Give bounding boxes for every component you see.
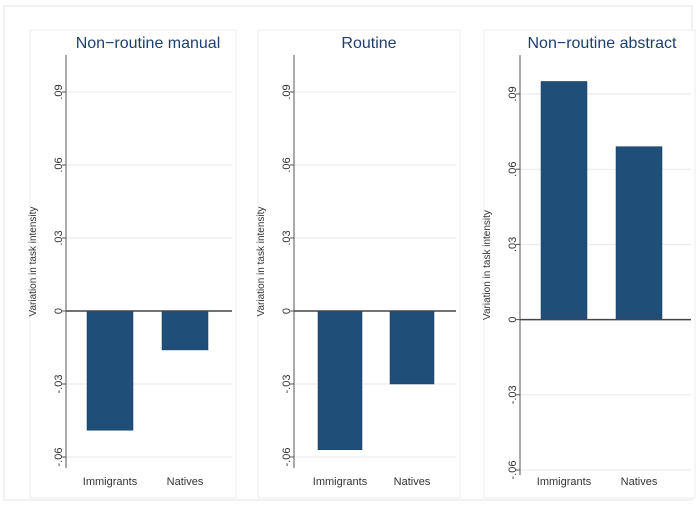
panel-2-y-axis-title: Variation in task intensity (256, 207, 267, 317)
panel-1-y-tick-label: .06 (53, 157, 65, 172)
panel-1-category-label: Natives (167, 476, 204, 488)
panel-1-category-label: Immigrants (83, 476, 138, 488)
panel-3-y-tick-label: .09 (507, 86, 519, 101)
panel-2-bar-immigrants (317, 310, 363, 450)
panel-2-category-label: Natives (394, 476, 431, 488)
panel-2-y-tick-label: .09 (281, 84, 293, 99)
panel-1-y-tick-label: .03 (53, 230, 65, 245)
panel-2-bar-natives (389, 310, 435, 385)
panel-1-y-tick-label: .09 (53, 84, 65, 99)
panel-3-y-tick-label: .03 (507, 237, 519, 252)
panel-3-title: Non−routine abstract (528, 35, 678, 52)
panel-2-y-tick-label: 0 (281, 308, 293, 314)
panel-3-y-tick-label: .06 (507, 162, 519, 177)
panel-3-bar-natives (615, 146, 663, 320)
panel-2-y-tick-label: -.06 (281, 448, 293, 467)
panel-1-y-tick-label: 0 (53, 308, 65, 314)
panel-1-y-axis-title: Variation in task intensity (28, 207, 39, 317)
panel-1-bar-natives (161, 310, 209, 351)
panel-3-y-tick-label: 0 (507, 317, 519, 323)
panel-2-y-tick-label: .03 (281, 230, 293, 245)
panel-3-y-tick-label: -.03 (507, 385, 519, 404)
panel-3-category-label: Immigrants (537, 476, 592, 488)
panel-2-y-tick-label: -.03 (281, 375, 293, 394)
panel-1-bar-immigrants (86, 310, 134, 431)
panel-2-title: Routine (341, 35, 396, 52)
panel-2-category-label: Immigrants (313, 476, 368, 488)
panel-3-category-label: Natives (621, 476, 658, 488)
panel-3-bar-immigrants (540, 81, 588, 320)
panel-3-y-tick-label: -.06 (507, 461, 519, 480)
panel-1-title: Non−routine manual (76, 35, 221, 52)
panel-2-y-tick-label: .06 (281, 157, 293, 172)
panel-3-y-axis-title: Variation in task intensity (482, 210, 493, 320)
panel-1-y-tick-label: -.03 (53, 375, 65, 394)
panel-1-y-tick-label: -.06 (53, 448, 65, 467)
